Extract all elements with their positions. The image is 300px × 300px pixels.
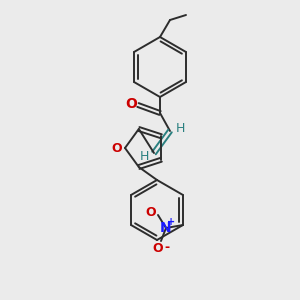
Text: O: O <box>146 206 156 220</box>
Text: H: H <box>175 122 185 134</box>
Text: O: O <box>112 142 122 154</box>
Text: -: - <box>164 242 169 254</box>
Text: +: + <box>167 217 175 227</box>
Text: O: O <box>125 97 137 111</box>
Text: O: O <box>153 242 163 254</box>
Text: N: N <box>160 221 172 235</box>
Text: H: H <box>139 149 149 163</box>
